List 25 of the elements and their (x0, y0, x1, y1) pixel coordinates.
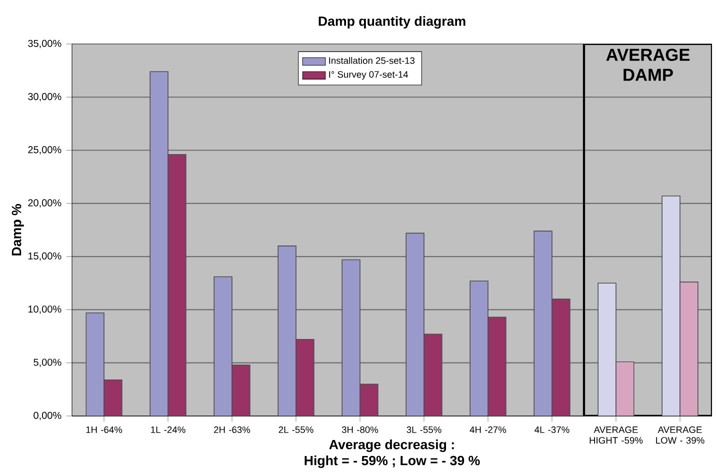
x-axis-title: Average decreasig : (329, 439, 454, 452)
annotation: AVERAGE DAMP (606, 48, 690, 81)
y-tick-label: 30,00% (28, 93, 62, 102)
x-tick-label: 1L -24% (151, 426, 186, 433)
x-tick-label: 1H -64% (86, 426, 122, 433)
x-tick-label: AVERAGE LOW - 39% (656, 426, 704, 444)
y-axis-title: Damp % (12, 204, 24, 256)
chart-title: Damp quantity diagram (318, 16, 466, 29)
y-tick-label: 10,00% (28, 306, 62, 314)
legend-label: Installation 25-set-13 (329, 57, 415, 64)
x-tick-label: 2H -63% (214, 426, 250, 433)
x-tick-label: 3L -55% (406, 426, 442, 433)
x-tick-label: 4H -27% (470, 426, 506, 433)
x-tick-label: 2L -55% (278, 426, 314, 433)
y-tick-label: 20,00% (28, 199, 62, 208)
x-tick-label: 4L -37% (534, 426, 570, 433)
legend-label: I° Survey 07-set-14 (329, 71, 408, 80)
text: Hight = - 59% ; Low = - 39 % (304, 455, 480, 468)
y-tick-label: 25,00% (28, 146, 62, 154)
y-tick-label: 15,00% (28, 252, 62, 261)
y-tick-label: 35,00% (28, 40, 62, 48)
x-tick-label: AVERAGE HIGHT -59% (590, 426, 643, 444)
y-tick-label: 5,00% (34, 358, 62, 367)
x-tick-label: 3H -80% (342, 426, 378, 433)
y-tick-label: 0,00% (34, 412, 62, 420)
